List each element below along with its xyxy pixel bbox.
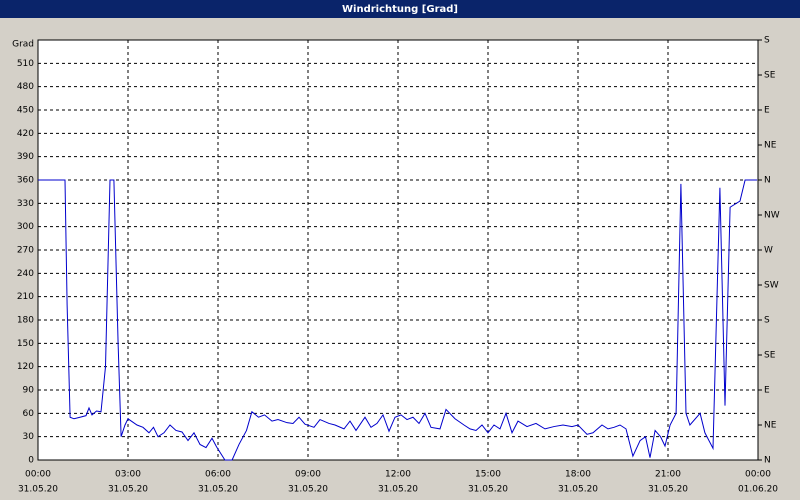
x-tick-date: 31.05.20 xyxy=(288,485,328,495)
y-tick-label: 330 xyxy=(17,199,34,209)
x-tick-label: 12:00 xyxy=(385,470,411,480)
y-tick-label: 60 xyxy=(23,409,35,419)
y-tick-label: 450 xyxy=(17,106,34,116)
x-tick-date: 31.05.20 xyxy=(558,485,598,495)
y-tick-label: 90 xyxy=(23,386,35,396)
y-tick-label: 270 xyxy=(17,246,34,256)
title-bar xyxy=(0,0,800,18)
y-tick-label: 150 xyxy=(17,339,34,349)
y-tick-label: 390 xyxy=(17,152,34,162)
x-tick-label: 03:00 xyxy=(115,470,141,480)
y2-tick-label: E xyxy=(764,106,770,116)
y-tick-label: 480 xyxy=(17,82,34,92)
y2-tick-label: SW xyxy=(764,281,779,291)
y-tick-label: 420 xyxy=(17,129,34,139)
x-tick-date: 31.05.20 xyxy=(378,485,418,495)
y2-tick-label: N xyxy=(764,176,771,186)
y-tick-label: 360 xyxy=(17,176,34,186)
x-tick-date: 31.05.20 xyxy=(468,485,508,495)
y-tick-label: 120 xyxy=(17,362,34,372)
y2-tick-label: E xyxy=(764,386,770,396)
x-tick-date: 31.05.20 xyxy=(18,485,58,495)
x-tick-label: 00:00 xyxy=(745,470,771,480)
y2-tick-label: NE xyxy=(764,421,777,431)
y2-tick-label: SE xyxy=(764,71,776,81)
y-tick-label: 30 xyxy=(23,432,35,442)
x-tick-label: 15:00 xyxy=(475,470,501,480)
x-tick-label: 21:00 xyxy=(655,470,681,480)
x-tick-label: 00:00 xyxy=(25,470,51,480)
y2-tick-label: SE xyxy=(764,351,776,361)
y2-tick-label: N xyxy=(764,456,771,466)
y2-tick-label: S xyxy=(764,316,770,326)
x-tick-date: 01.06.20 xyxy=(738,485,778,495)
x-tick-label: 18:00 xyxy=(565,470,591,480)
y-axis-label: Grad xyxy=(12,40,34,50)
y2-tick-label: S xyxy=(764,36,770,46)
x-tick-date: 31.05.20 xyxy=(198,485,238,495)
x-tick-date: 31.05.20 xyxy=(648,485,688,495)
y-tick-label: 0 xyxy=(28,456,34,466)
y2-tick-label: NW xyxy=(764,211,780,221)
data-line xyxy=(38,179,758,461)
x-tick-date: 31.05.20 xyxy=(108,485,148,495)
y-tick-label: 300 xyxy=(17,222,34,232)
y-tick-label: 210 xyxy=(17,292,34,302)
x-tick-label: 09:00 xyxy=(295,470,321,480)
y2-tick-label: NE xyxy=(764,141,777,151)
y2-tick-label: W xyxy=(764,246,773,256)
y-tick-label: 510 xyxy=(17,59,34,69)
window-title: Windrichtung [Grad] xyxy=(342,4,458,15)
x-tick-label: 06:00 xyxy=(205,470,231,480)
y-tick-label: 180 xyxy=(17,316,34,326)
y-tick-label: 240 xyxy=(17,269,34,279)
